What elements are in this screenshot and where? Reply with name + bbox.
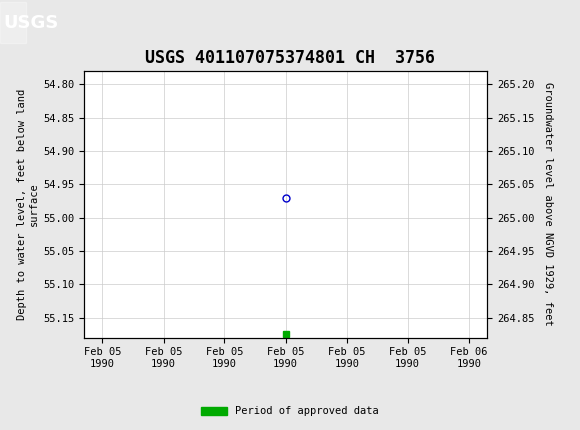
FancyBboxPatch shape <box>0 2 26 43</box>
Text: USGS 401107075374801 CH  3756: USGS 401107075374801 CH 3756 <box>145 49 435 67</box>
Y-axis label: Groundwater level above NGVD 1929, feet: Groundwater level above NGVD 1929, feet <box>543 83 553 326</box>
Y-axis label: Depth to water level, feet below land
surface: Depth to water level, feet below land su… <box>17 89 39 320</box>
Text: USGS: USGS <box>3 14 58 31</box>
Legend: Period of approved data: Period of approved data <box>197 402 383 421</box>
